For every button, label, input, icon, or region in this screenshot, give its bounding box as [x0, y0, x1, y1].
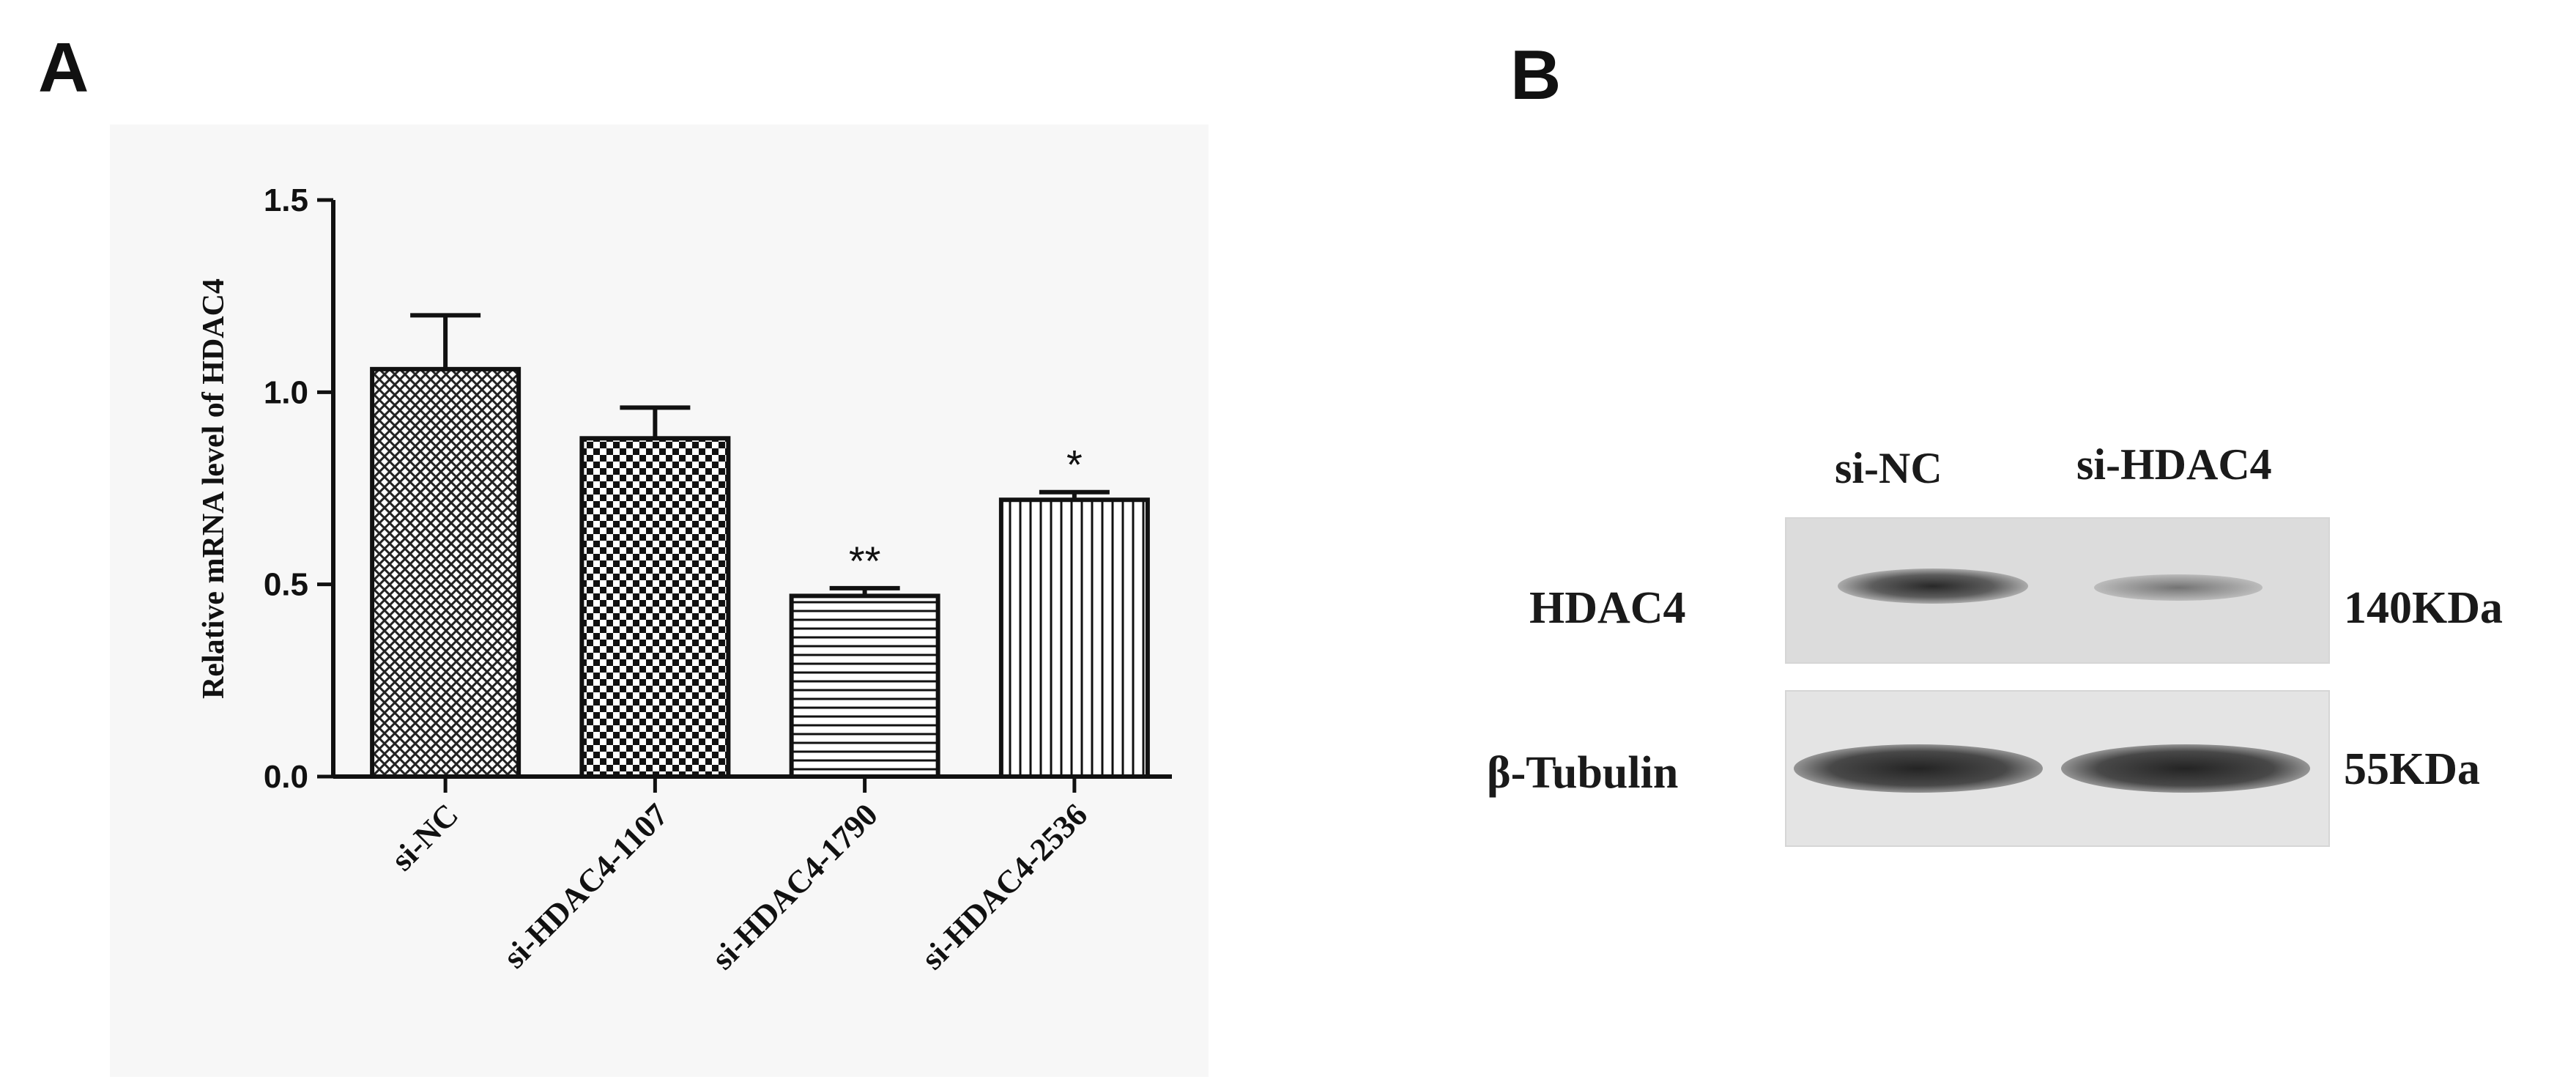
y-tick-label: 1.5: [264, 182, 308, 218]
y-tick-label: 0.0: [264, 759, 308, 795]
blot-strip-tubulin: [1785, 690, 2330, 847]
panel-b-label: B: [1510, 36, 1562, 114]
band-hdac4-si-nc: [1838, 569, 2028, 604]
bar-si-hdac4-1107: [579, 436, 731, 779]
lane-label-si-nc: si-NC: [1835, 444, 1942, 492]
mw-label-140kda: 140KDa: [2344, 583, 2503, 633]
y-tick-label: 0.5: [264, 567, 308, 603]
row-label-hdac4: HDAC4: [1529, 583, 1686, 633]
band-tubulin-si-nc: [1794, 744, 2043, 793]
y-axis-title: Relative mRNA level of HDAC4: [197, 278, 231, 699]
bar-si-hdac4-1790: [789, 593, 940, 780]
band-hdac4-si-hdac4: [2094, 574, 2263, 601]
bar-si-nc: [370, 366, 521, 779]
y-tick-label: 1.0: [264, 374, 308, 410]
bar-si-hdac4-2536: [998, 497, 1150, 779]
blot-strip-hdac4: [1785, 517, 2330, 664]
band-tubulin-si-hdac4: [2061, 744, 2310, 793]
row-label-beta-tubulin: β-Tubulin: [1487, 748, 1679, 798]
mw-label-55kda: 55KDa: [2344, 744, 2480, 794]
significance-label: *: [1066, 442, 1083, 488]
bar-chart: 0.0 0.5 1.0 1.5 Relative mRNA level of HDAC4…: [110, 125, 1209, 1077]
lane-label-si-hdac4: si-HDAC4: [2076, 440, 2272, 489]
panel-a-label: A: [38, 29, 89, 107]
significance-label: **: [849, 538, 881, 584]
